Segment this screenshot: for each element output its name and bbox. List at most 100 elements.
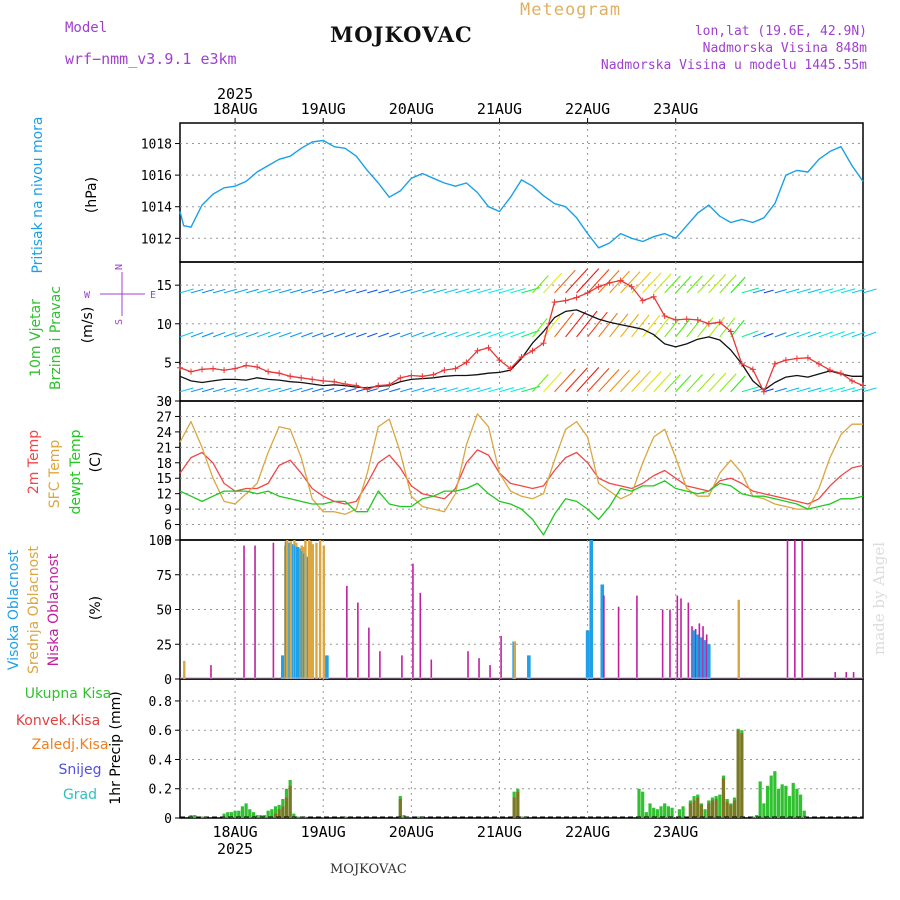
bottom-year-label: 2025 (217, 840, 253, 858)
precip-total-bar (791, 782, 795, 818)
precip-conv-bar (284, 797, 289, 818)
precip-total-bar (417, 816, 421, 818)
wind-barb (532, 374, 549, 393)
wind-barb (686, 318, 702, 338)
wind-gust-mark (551, 299, 558, 306)
wind-gust-mark (507, 365, 514, 372)
wind-barb (631, 314, 650, 338)
wind-gust-mark (617, 277, 624, 284)
wind-barb (345, 388, 357, 393)
wind-gust-mark (331, 378, 338, 385)
wind-gust-mark (804, 354, 811, 361)
wind-barb (289, 332, 303, 338)
y-tick-label: 1014 (141, 201, 172, 216)
wind-barb (796, 331, 811, 338)
wind-barb (741, 287, 759, 294)
low-cloud-bar (357, 602, 359, 679)
top-date-label: 23AUG (653, 100, 698, 118)
wind-barb (686, 275, 703, 294)
wind-barb (862, 387, 877, 393)
wind-barb (245, 387, 259, 393)
wind-gust-mark (837, 370, 844, 377)
low-cloud-bar (786, 540, 789, 679)
wind-barb (278, 331, 292, 338)
mid-cloud-bar (285, 540, 289, 679)
wind-barb (796, 387, 811, 393)
low-cloud-bar (379, 651, 381, 679)
y-tick-label: 1012 (141, 232, 172, 247)
wind-gust-mark (496, 357, 503, 364)
wind-gust-mark (595, 283, 602, 290)
high-cloud-bar (325, 655, 329, 679)
wind-gust-mark (672, 316, 679, 323)
wind-barb (708, 316, 725, 338)
precip-conv-bar (714, 798, 718, 818)
wind-barb (697, 317, 714, 338)
precip-total-bar (193, 815, 197, 818)
y-tick-label: 21 (156, 441, 172, 456)
wind-gust-mark (320, 377, 327, 384)
wind-gust-mark (452, 365, 459, 372)
wind-barb (719, 317, 736, 338)
wind-barb (411, 331, 424, 338)
mid-cloud-bar (318, 540, 322, 679)
wind-barb (378, 332, 389, 338)
wind-barb (741, 386, 759, 393)
high-cloud-bar (695, 634, 700, 679)
wind-barb (444, 331, 458, 338)
precip-conv-bar (512, 797, 516, 818)
y-tick-label: 0.2 (149, 783, 172, 798)
wind-barb (201, 288, 214, 294)
wind-barb (576, 268, 600, 294)
high-cloud-bar (295, 546, 300, 679)
precip-conv-bar (732, 800, 737, 818)
y-tick-label: 3 (164, 534, 172, 549)
compass-north: N (114, 264, 125, 270)
wind-barb (312, 387, 324, 393)
dewpt-line (179, 480, 864, 536)
sfc-temp-line (179, 413, 863, 515)
precip-total-bar (244, 803, 248, 818)
wind-barb (554, 368, 576, 393)
precip-total-bar (718, 794, 722, 818)
wind-barb (334, 387, 346, 393)
wind-barb (653, 273, 672, 294)
wind-barb (422, 387, 436, 393)
precip-total-bar (295, 816, 300, 818)
precip-total-bar (652, 807, 656, 818)
wind-barb (598, 270, 620, 294)
wind-barb (840, 331, 855, 338)
pressure-line (179, 139, 864, 249)
wind-barb (400, 332, 413, 338)
wind-barb (642, 371, 662, 393)
mid-cloud-bar (309, 541, 313, 679)
low-cloud-bar (368, 627, 370, 679)
precip-total-bar (765, 785, 770, 818)
wind-speed-line (179, 309, 863, 391)
wind-gust-mark (188, 368, 195, 375)
wind-barb (190, 288, 204, 294)
y-tick-label: 0.4 (149, 753, 173, 768)
wind-barb (840, 288, 856, 294)
high-cloud-bar (703, 640, 707, 679)
precip-conv-bar (516, 791, 520, 818)
wind-barb (345, 289, 357, 294)
wind-barb (598, 312, 618, 338)
wind-barb (212, 288, 226, 294)
high-cloud-bar (585, 630, 590, 679)
wind-gust-mark (826, 367, 833, 374)
precip-total-bar (248, 809, 252, 818)
wind-barb (201, 332, 214, 338)
y-tick-label: 75 (156, 569, 172, 584)
low-cloud-bar (419, 592, 422, 679)
model-label: Model (65, 20, 108, 36)
low-cloud-bar (687, 602, 690, 679)
wind-barb (851, 331, 866, 338)
wind-gust-mark (716, 319, 723, 326)
wind-gust-mark (408, 372, 415, 379)
low-cloud-bar (691, 626, 693, 679)
wind-barb (785, 387, 800, 393)
wind-barb (367, 388, 378, 393)
pressure-title: Pritisak na nivou mora (30, 116, 46, 273)
high-cloud-bar (589, 540, 594, 679)
